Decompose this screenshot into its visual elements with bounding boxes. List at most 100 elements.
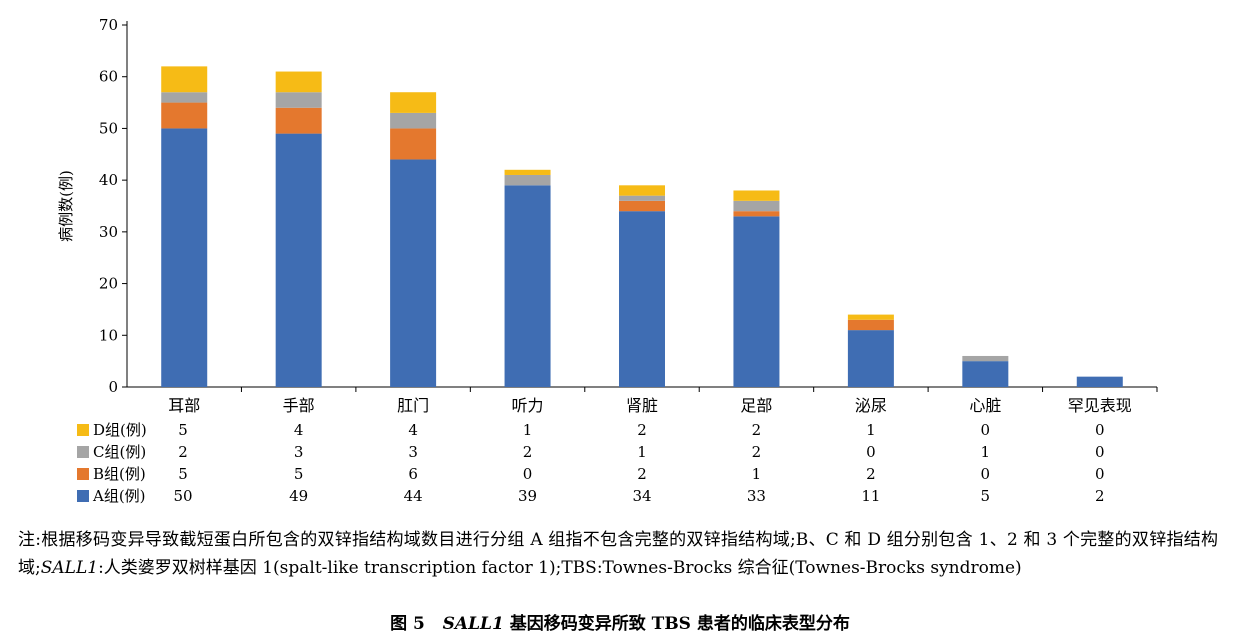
y-tick-label: 50 bbox=[99, 119, 118, 137]
table-value: 2 bbox=[637, 421, 647, 439]
table-value: 2 bbox=[866, 465, 876, 483]
legend-swatch bbox=[77, 446, 89, 458]
table-value: 50 bbox=[173, 487, 192, 505]
bar-segment bbox=[275, 107, 322, 134]
bar-segment bbox=[161, 128, 208, 387]
table-value: 2 bbox=[637, 465, 647, 483]
bar-segment bbox=[619, 195, 665, 201]
bar-segment bbox=[847, 319, 894, 331]
legend-swatch bbox=[77, 468, 89, 480]
x-tick-label: 肾脏 bbox=[626, 396, 658, 415]
y-tick-label: 70 bbox=[99, 16, 118, 34]
bar-segment bbox=[161, 92, 208, 103]
x-tick-label: 泌尿 bbox=[855, 396, 887, 415]
y-tick-label: 60 bbox=[99, 68, 118, 86]
legend-label: A组(例) bbox=[92, 487, 146, 505]
table-value: 0 bbox=[866, 443, 876, 461]
y-tick-label: 20 bbox=[99, 275, 118, 293]
table-value: 4 bbox=[408, 421, 418, 439]
y-tick-label: 10 bbox=[99, 326, 118, 344]
table-value: 1 bbox=[523, 421, 533, 439]
y-tick-label: 40 bbox=[99, 171, 118, 189]
table-value: 39 bbox=[518, 487, 537, 505]
table-value: 4 bbox=[294, 421, 304, 439]
bar-segment bbox=[390, 159, 437, 387]
table-value: 49 bbox=[289, 487, 308, 505]
bar-segment bbox=[733, 216, 780, 387]
x-tick-label: 罕见表现 bbox=[1068, 396, 1132, 415]
x-tick-label: 手部 bbox=[283, 396, 315, 415]
note-gene: SALL1 bbox=[40, 558, 99, 578]
bar-segment bbox=[962, 355, 1009, 362]
legend-label: B组(例) bbox=[93, 465, 146, 483]
x-tick-label: 耳部 bbox=[168, 396, 200, 415]
y-tick-label: 0 bbox=[108, 378, 118, 396]
bar-segment bbox=[161, 102, 208, 129]
table-value: 5 bbox=[178, 465, 188, 483]
table-value: 3 bbox=[294, 443, 304, 461]
table-value: 0 bbox=[523, 465, 533, 483]
caption-gene: SALL1 bbox=[442, 614, 504, 634]
table-value: 2 bbox=[752, 421, 762, 439]
table-value: 6 bbox=[408, 465, 418, 483]
bar-segment bbox=[733, 200, 780, 212]
note-suffix: :人类婆罗双树样基因 1(spalt-like transcription fa… bbox=[98, 558, 1022, 578]
bar-segment bbox=[504, 174, 551, 186]
table-value: 5 bbox=[178, 421, 188, 439]
figure-caption: 图 5 SALL1 基因移码变异所致 TBS 患者的临床表型分布 bbox=[0, 609, 1240, 634]
table-value: 5 bbox=[294, 465, 304, 483]
bar-segment bbox=[504, 169, 551, 175]
table-value: 1 bbox=[981, 443, 991, 461]
bar-segment bbox=[733, 211, 780, 217]
bar-segment bbox=[847, 314, 894, 320]
bar-segment bbox=[275, 71, 322, 93]
table-value: 1 bbox=[752, 465, 762, 483]
table-value: 33 bbox=[747, 487, 766, 505]
table-value: 2 bbox=[178, 443, 188, 461]
bar-segment bbox=[504, 185, 551, 387]
bar-segment bbox=[619, 200, 665, 212]
table-value: 44 bbox=[404, 487, 423, 505]
bar-segment bbox=[275, 133, 322, 387]
bar-segment bbox=[1076, 376, 1123, 387]
caption-label: 图 5 bbox=[390, 614, 425, 634]
caption-text: 基因移码变异所致 TBS 患者的临床表型分布 bbox=[509, 614, 850, 634]
table-value: 0 bbox=[981, 421, 991, 439]
bar-segment bbox=[733, 190, 780, 201]
table-value: 0 bbox=[1095, 465, 1105, 483]
table-value: 0 bbox=[1095, 421, 1105, 439]
table-value: 1 bbox=[637, 443, 647, 461]
legend-swatch bbox=[77, 424, 89, 436]
legend-swatch bbox=[77, 490, 89, 502]
bar-segment bbox=[275, 92, 322, 108]
bar-segment bbox=[619, 185, 665, 196]
x-tick-label: 心脏 bbox=[969, 396, 1001, 415]
table-value: 0 bbox=[1095, 443, 1105, 461]
table-value: 34 bbox=[632, 487, 651, 505]
legend-label: C组(例) bbox=[93, 443, 146, 461]
note-prefix: 注:根据移码变异导致截短蛋白所包含的双锌指结构域数目进行分组 A 组指不包含完整… bbox=[18, 530, 1218, 578]
table-value: 0 bbox=[981, 465, 991, 483]
table-value: 1 bbox=[866, 421, 876, 439]
x-tick-label: 肛门 bbox=[397, 396, 429, 415]
bar-segment bbox=[161, 66, 208, 93]
x-tick-label: 听力 bbox=[512, 396, 544, 415]
bar-segment bbox=[390, 92, 437, 113]
y-tick-label: 30 bbox=[99, 223, 118, 241]
bar-segment bbox=[847, 330, 894, 387]
table-value: 11 bbox=[861, 487, 880, 505]
x-tick-label: 足部 bbox=[740, 396, 772, 415]
bar-segment bbox=[390, 128, 437, 160]
bar-segment bbox=[390, 112, 437, 129]
figure-note: 注:根据移码变异导致截短蛋白所包含的双锌指结构域数目进行分组 A 组指不包含完整… bbox=[18, 526, 1218, 582]
table-value: 2 bbox=[1095, 487, 1105, 505]
table-value: 3 bbox=[408, 443, 418, 461]
table-value: 5 bbox=[981, 487, 991, 505]
bar-segment bbox=[962, 361, 1009, 387]
y-axis-label: 病例数(例) bbox=[57, 170, 75, 242]
bar-segment bbox=[619, 211, 665, 387]
table-value: 2 bbox=[523, 443, 533, 461]
table-value: 2 bbox=[752, 443, 762, 461]
legend-label: D组(例) bbox=[93, 421, 147, 439]
